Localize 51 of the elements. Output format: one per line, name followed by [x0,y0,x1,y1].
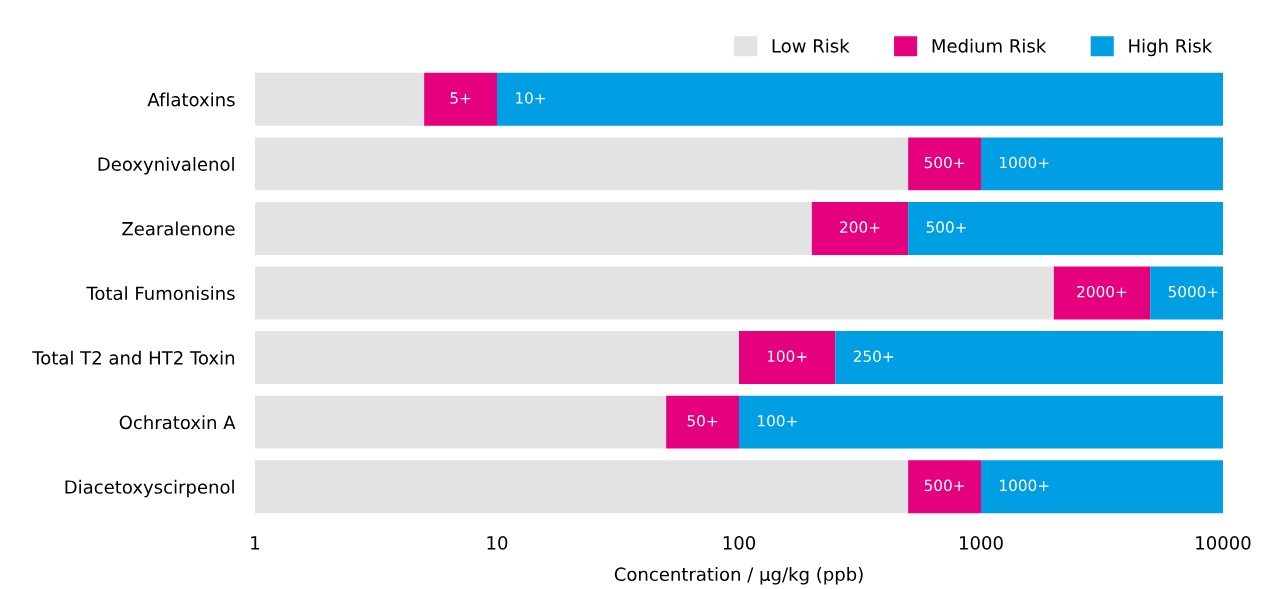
data-label: 10+ [516,92,546,104]
x-tick-label: 10 [487,535,508,550]
bar [739,395,1223,449]
bar [255,72,425,126]
data-label: 5000+ [1168,285,1218,298]
bar [255,331,739,385]
y-tick-label: Aflatoxins [147,92,235,107]
bar [497,72,1223,126]
legend-label: High Risk [1129,38,1213,57]
x-tick-label: 100 [723,535,756,550]
x-tick-label: 1 [251,536,260,550]
y-tick-label: Total Fumonisins [86,286,235,301]
y-tick-label: Diacetoxyscirpenol [65,479,234,498]
x-axis-title: Concentration / μg/kg (ppb) [614,567,863,585]
data-label: 5+ [450,92,471,104]
x-tick-label: 1000 [960,535,1003,550]
data-label: 50+ [687,415,718,427]
bar [908,137,981,191]
bar [739,331,836,385]
bar [981,137,1223,191]
bar [908,201,1223,255]
bar [255,201,812,255]
bar [811,201,909,255]
y-tick-label: Deoxynivalenol [98,157,234,175]
bar [835,331,1223,385]
legend-label: Low Risk [772,38,850,53]
data-label: 500+ [926,221,966,233]
y-tick-label: Total T2 and HT2 Toxin [32,350,235,365]
bar [255,137,909,191]
bar [255,460,909,514]
bar [424,72,497,126]
x-tick-label: 10000 [1196,535,1251,550]
data-label: 500+ [924,479,964,492]
bar [1053,266,1151,320]
data-label: 250+ [853,350,894,362]
y-tick-label: Zearalenone [122,221,235,236]
bar [908,460,981,514]
bar [1150,266,1223,320]
data-label: 100+ [758,415,797,427]
bar [255,266,1054,320]
data-label: 2000+ [1077,285,1127,298]
data-label: 1000+ [1000,479,1049,492]
data-label: 1000+ [1000,156,1049,169]
legend-label: Medium Risk [932,38,1047,53]
data-label: 200+ [840,221,880,233]
bar [255,395,667,449]
bar [666,395,739,449]
data-label: 500+ [924,156,964,169]
y-tick-label: Ochratoxin A [119,415,236,430]
bar [981,460,1223,514]
data-label: 100+ [767,350,807,362]
